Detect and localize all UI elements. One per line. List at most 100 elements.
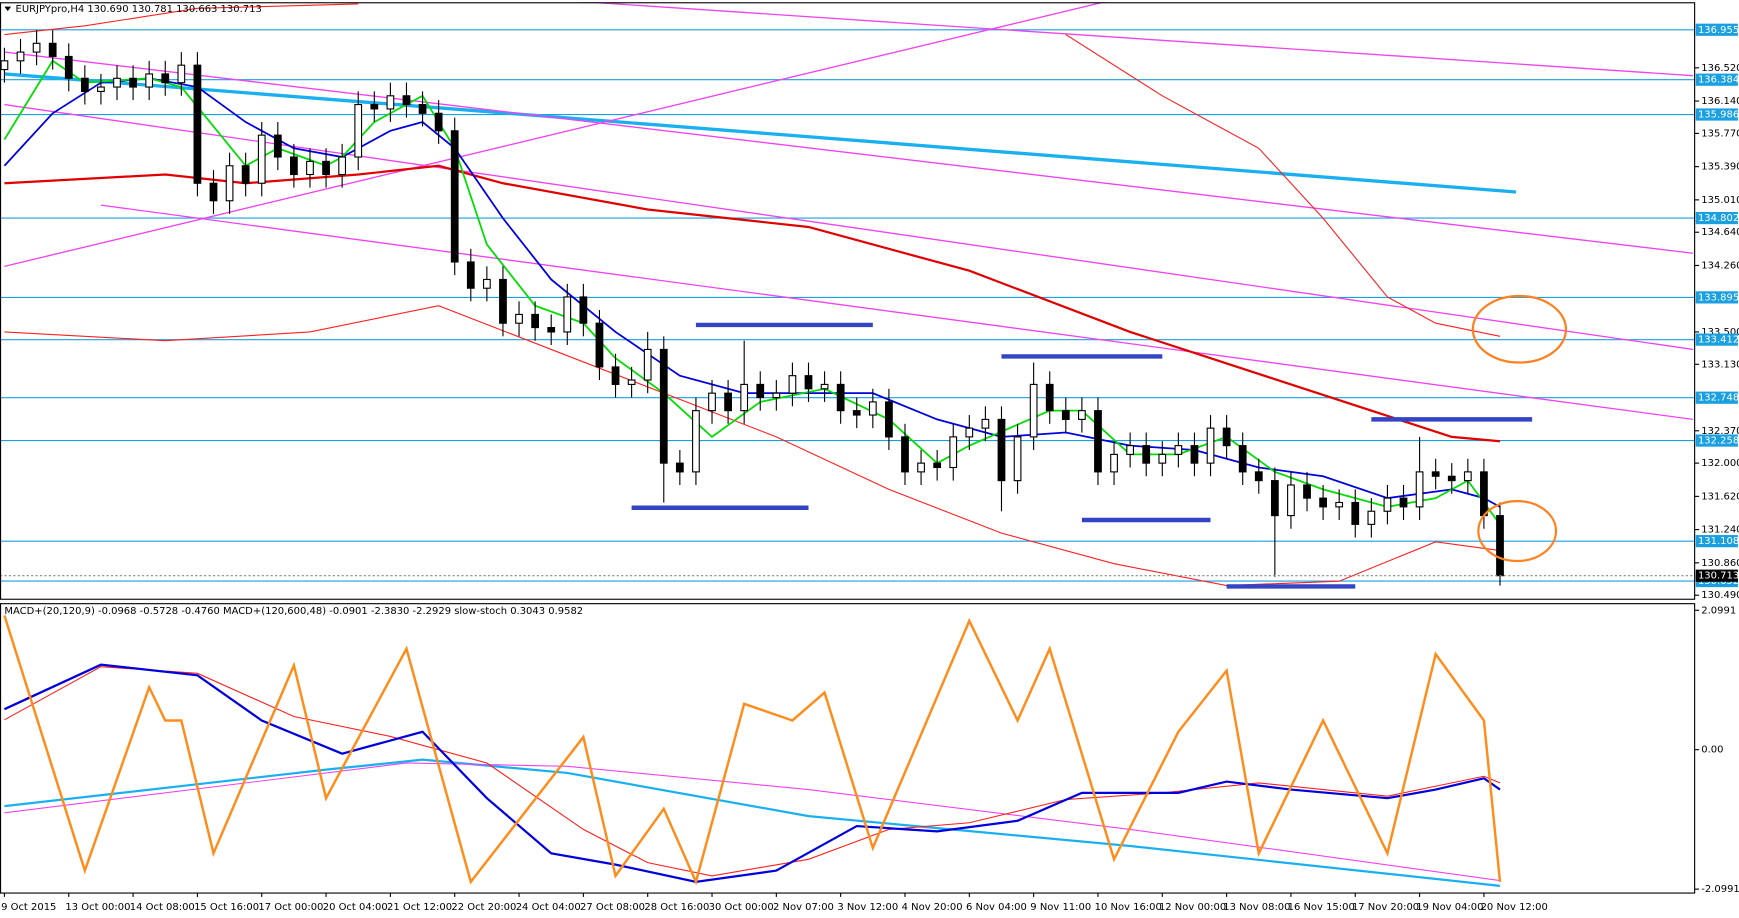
indicator-line: [4, 103, 1694, 351]
line-series: [4, 666, 1501, 877]
candle-body: [611, 366, 620, 385]
candle-body: [1029, 383, 1038, 438]
candle-body: [917, 462, 925, 473]
x-tick-label: 9 Oct 2015: [1, 902, 56, 913]
candle-body: [997, 418, 1006, 482]
candle-body: [257, 134, 266, 184]
candle-body: [16, 51, 25, 62]
candle-body: [1158, 453, 1167, 464]
x-tick-label: 14 Oct 08:00: [130, 902, 195, 913]
x-tick-label: 10 Nov 16:00: [1095, 902, 1162, 913]
line-series: [580, 2, 1694, 77]
level-tag: [1695, 108, 1738, 121]
line-series: [3, 615, 1502, 886]
candle-body: [1190, 445, 1199, 464]
candle-body: [177, 64, 186, 84]
candle-body: [1061, 410, 1070, 420]
level-label: 134.802: [1698, 213, 1739, 224]
x-tick-label: 21 Oct 12:00: [387, 902, 452, 913]
candle-body: [129, 77, 137, 88]
candle-body: [1270, 480, 1279, 517]
level-label: 132.258: [1698, 436, 1739, 447]
candle-body: [1078, 410, 1086, 420]
candles: [0, 30, 1504, 586]
level-tag: [1695, 391, 1738, 404]
indicator-line: [4, 72, 1517, 194]
y-tick-label: 0.00: [1701, 745, 1723, 756]
y-tick-label: 136.140: [1701, 96, 1739, 107]
candle-body: [113, 77, 121, 88]
candle-body: [595, 322, 604, 368]
candle-body: [1367, 510, 1376, 525]
candle-body: [1254, 471, 1263, 482]
x-tick-label: 28 Oct 16:00: [644, 902, 709, 913]
line-series: [100, 204, 1694, 421]
candle-body: [0, 60, 9, 71]
indicator-title: MACD+(20,120,9) -0.0968 -0.5728 -0.4760 …: [4, 606, 583, 617]
candle-body: [1303, 484, 1311, 499]
candle-body: [852, 410, 861, 416]
candle-body: [804, 375, 813, 390]
y-tick-label: 132.000: [1701, 458, 1739, 469]
indicator-line: [4, 305, 1501, 587]
candle-body: [145, 73, 154, 88]
indicator-line: [4, 3, 359, 36]
candle-body: [338, 156, 347, 176]
candle-body: [161, 73, 170, 84]
y-tick-label: 133.500: [1701, 327, 1739, 338]
candle-body: [675, 462, 684, 473]
candle-body: [1496, 515, 1504, 577]
candle-body: [273, 134, 282, 158]
y-tick-label: 130.860: [1701, 558, 1739, 569]
level-label: 136.955: [1698, 25, 1739, 36]
line-series: [4, 305, 1501, 587]
candle-body: [434, 112, 443, 132]
y-tick-label: 131.620: [1701, 491, 1739, 502]
line-series: [4, 51, 1694, 254]
candle-body: [1431, 471, 1440, 477]
x-tick-label: 17 Oct 00:00: [258, 902, 323, 913]
indicator-line: [3, 663, 1501, 883]
candle-body: [418, 103, 427, 114]
indicator-panel-frame: [0, 603, 1696, 894]
level-label: 132.748: [1698, 393, 1739, 404]
x-tick-label: 22 Oct 20:00: [451, 902, 516, 913]
y-tick-label: 134.260: [1701, 260, 1739, 271]
candle-body: [1480, 471, 1488, 517]
menu-arrow[interactable]: [4, 6, 12, 12]
candle-body: [386, 95, 395, 110]
line-series: [4, 2, 1106, 267]
y-tick-label: 136.520: [1701, 63, 1739, 74]
candle-body: [1351, 501, 1360, 525]
level-tag: [1695, 211, 1738, 225]
x-tick-label: 24 Oct 04:00: [516, 902, 581, 913]
y-tick-label: 2.0991: [1701, 605, 1736, 616]
candle-body: [1206, 427, 1215, 464]
level-label: 135.986: [1698, 110, 1739, 121]
x-tick-label: 20 Oct 04:00: [323, 902, 388, 913]
candle-body: [1174, 445, 1183, 455]
candle-body: [209, 182, 218, 202]
indicator-line: [100, 204, 1694, 421]
x-tick-label: 2 Nov 07:00: [773, 902, 834, 913]
line-series: [4, 103, 1694, 351]
indicator-line: [3, 615, 1502, 886]
x-tick-label: 30 Oct 00:00: [709, 902, 774, 913]
candle-body: [1110, 453, 1118, 473]
candle-body: [290, 156, 298, 176]
indicator-line: [580, 2, 1694, 77]
last-price-tag: [1695, 569, 1738, 582]
last-price-label: 130.713: [1698, 571, 1739, 582]
line-series: [4, 758, 1501, 887]
x-tick-label: 27 Oct 08:00: [580, 902, 645, 913]
x-tick-label: 6 Nov 04:00: [966, 902, 1027, 913]
candle-body: [901, 436, 909, 473]
candle-body: [1126, 445, 1135, 455]
level-label: 133.895: [1698, 292, 1739, 303]
y-tick-label: 134.640: [1701, 227, 1739, 238]
x-tick-label: 9 Nov 11:00: [1030, 902, 1091, 913]
indicator-line: [3, 77, 1501, 508]
candle-body: [97, 86, 105, 92]
candle-body: [466, 261, 475, 289]
x-tick-label: 13 Nov 08:00: [1223, 902, 1290, 913]
